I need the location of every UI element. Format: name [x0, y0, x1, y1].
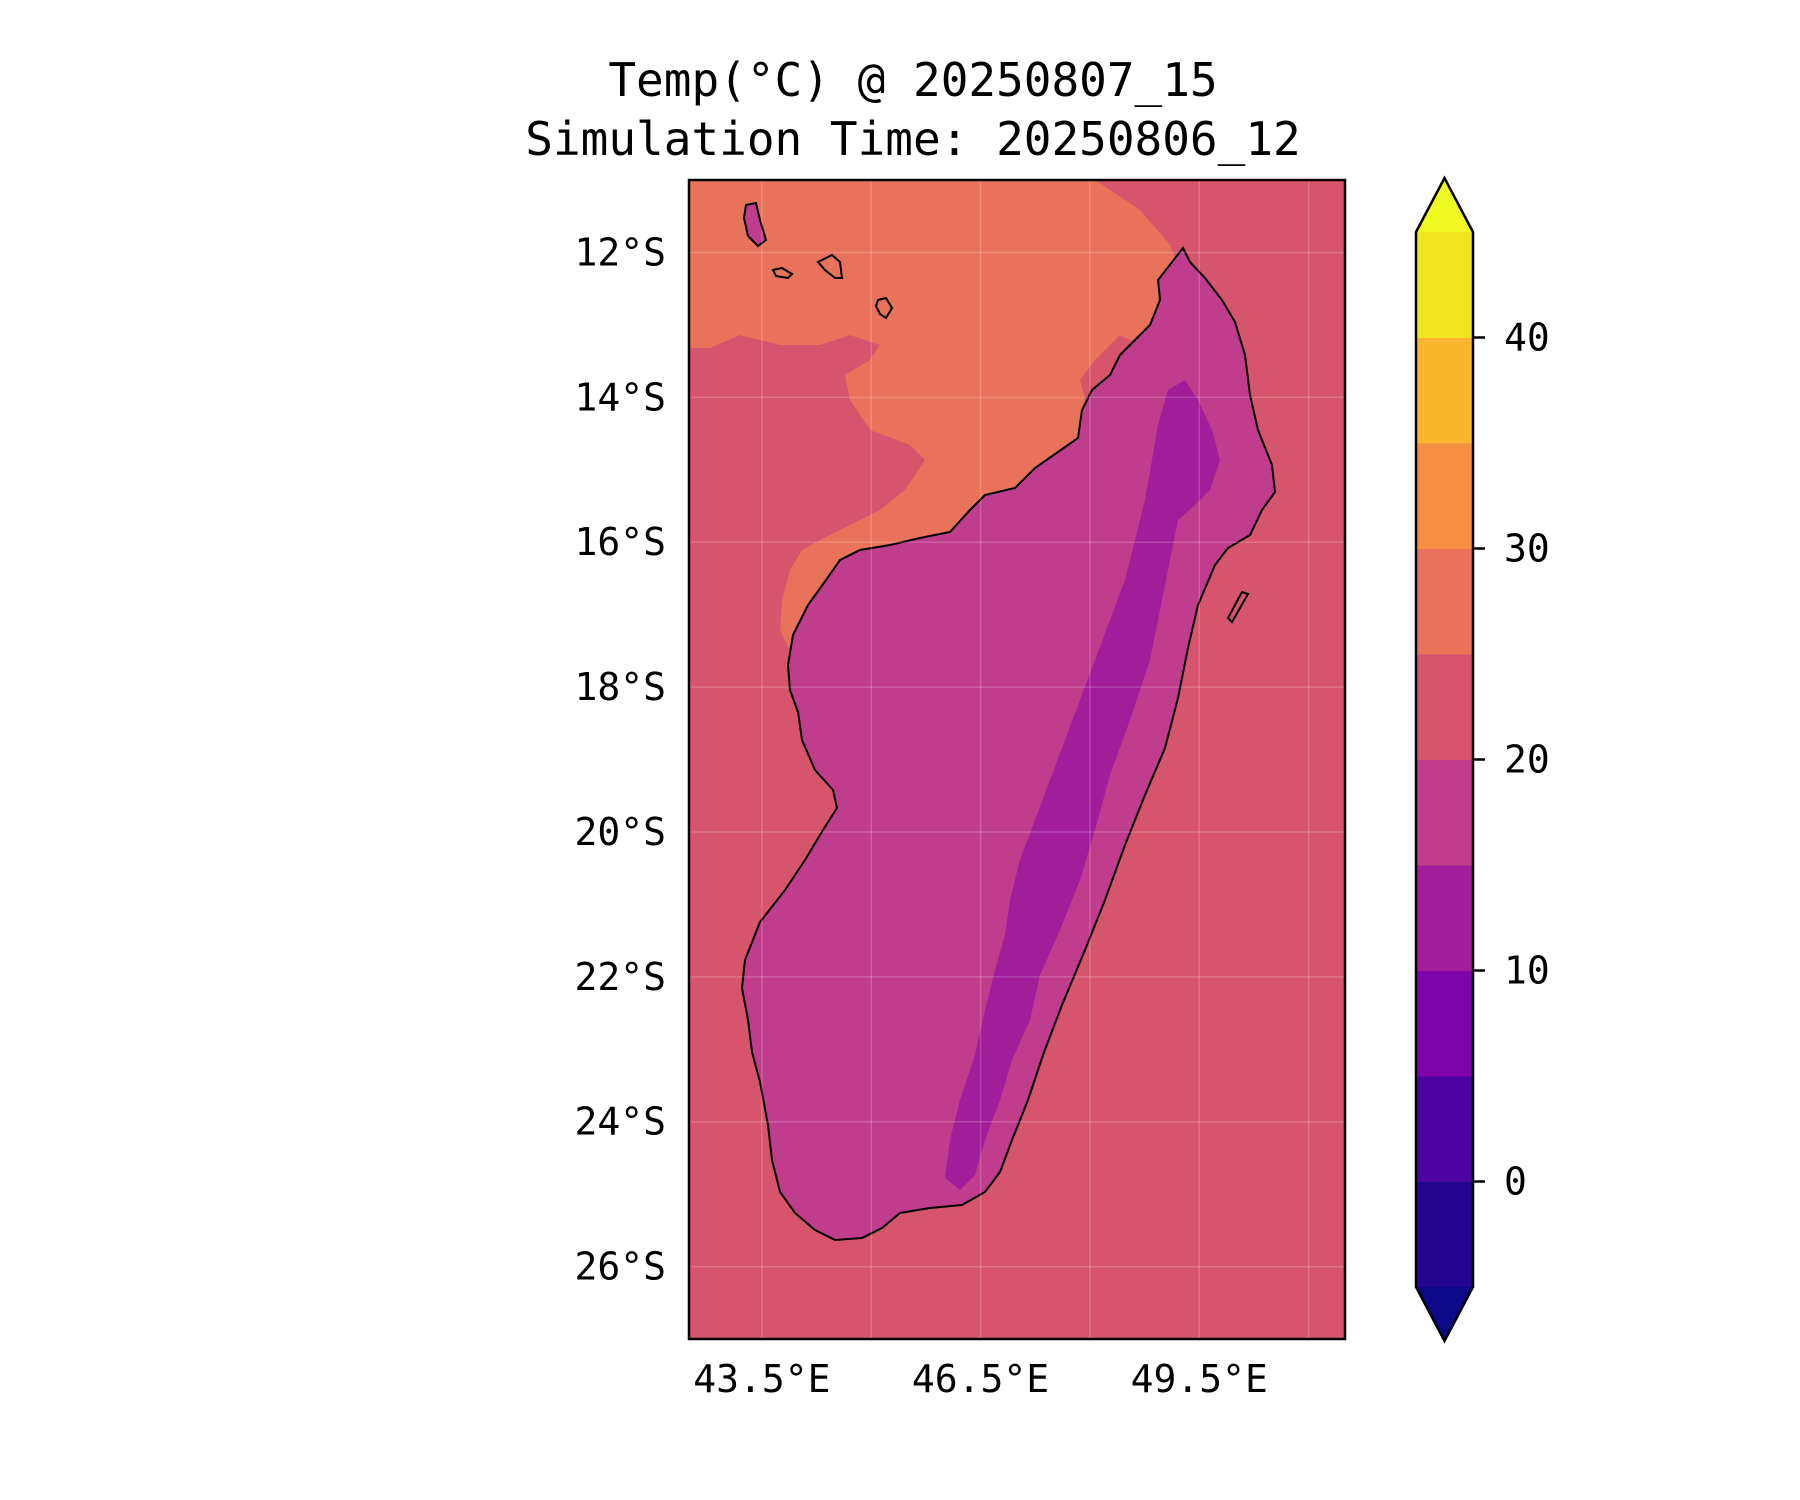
colorbar-under-triangle — [1416, 1287, 1473, 1341]
colorbar-segment — [1416, 865, 1473, 971]
colorbar-segment — [1416, 654, 1473, 760]
lon-tick-label: 43.5°E — [693, 1357, 830, 1401]
colorbar-over-triangle — [1416, 178, 1473, 232]
island-comoros-2 — [771, 266, 794, 280]
island-comoros-3 — [816, 253, 844, 279]
island-mayotte — [874, 296, 894, 320]
lat-tick-label: 12°S — [574, 230, 666, 274]
map-title-line2: Simulation Time: 20250806_12 — [525, 112, 1300, 166]
colorbar-tick-label: 20 — [1504, 738, 1550, 782]
colorbar-segment — [1416, 337, 1473, 444]
colorbar-outline — [1414, 175, 1475, 1344]
lat-tick-labels: 12°S 14°S 16°S 18°S 20°S 22°S 24°S 26°S — [574, 230, 666, 1288]
colorbar-segment — [1416, 759, 1473, 866]
lat-tick-label: 14°S — [574, 375, 666, 419]
lat-tick-label: 20°S — [574, 810, 666, 854]
gridlines — [689, 180, 1345, 1339]
island-nosy-boraha — [1226, 590, 1250, 624]
colorbar-segment — [1416, 232, 1473, 338]
map-title-line1: Temp(°C) @ 20250807_15 — [608, 53, 1217, 107]
colorbar-tick-label: 0 — [1504, 1160, 1527, 1204]
island-comoros-1 — [742, 201, 768, 248]
colorbar-segment — [1416, 970, 1473, 1077]
highland-cold-region — [945, 380, 1220, 1190]
lat-tick-label: 26°S — [574, 1245, 666, 1289]
colorbar-segment — [1416, 1076, 1473, 1182]
colorbar-tick-label: 30 — [1504, 527, 1550, 571]
lat-tick-label: 22°S — [574, 955, 666, 999]
colorbar-segment — [1416, 548, 1473, 655]
lon-tick-labels: 43.5°E 46.5°E 49.5°E — [693, 1357, 1268, 1401]
colorbar-segment — [1416, 1181, 1473, 1288]
lat-tick-label: 16°S — [574, 520, 666, 564]
lon-tick-label: 46.5°E — [912, 1357, 1049, 1401]
colorbar-tick-label: 40 — [1504, 316, 1550, 360]
land-region — [740, 246, 1277, 1242]
lon-tick-label: 49.5°E — [1131, 1357, 1268, 1401]
colorbar-tick-label: 10 — [1504, 949, 1550, 993]
colorbar-segment — [1416, 443, 1473, 549]
colorbar: 0 10 20 30 40 — [1414, 175, 1550, 1344]
map-frame — [687, 178, 1347, 1341]
map-panel — [689, 180, 1345, 1339]
lat-tick-label: 18°S — [574, 665, 666, 709]
lat-tick-label: 24°S — [574, 1100, 666, 1144]
